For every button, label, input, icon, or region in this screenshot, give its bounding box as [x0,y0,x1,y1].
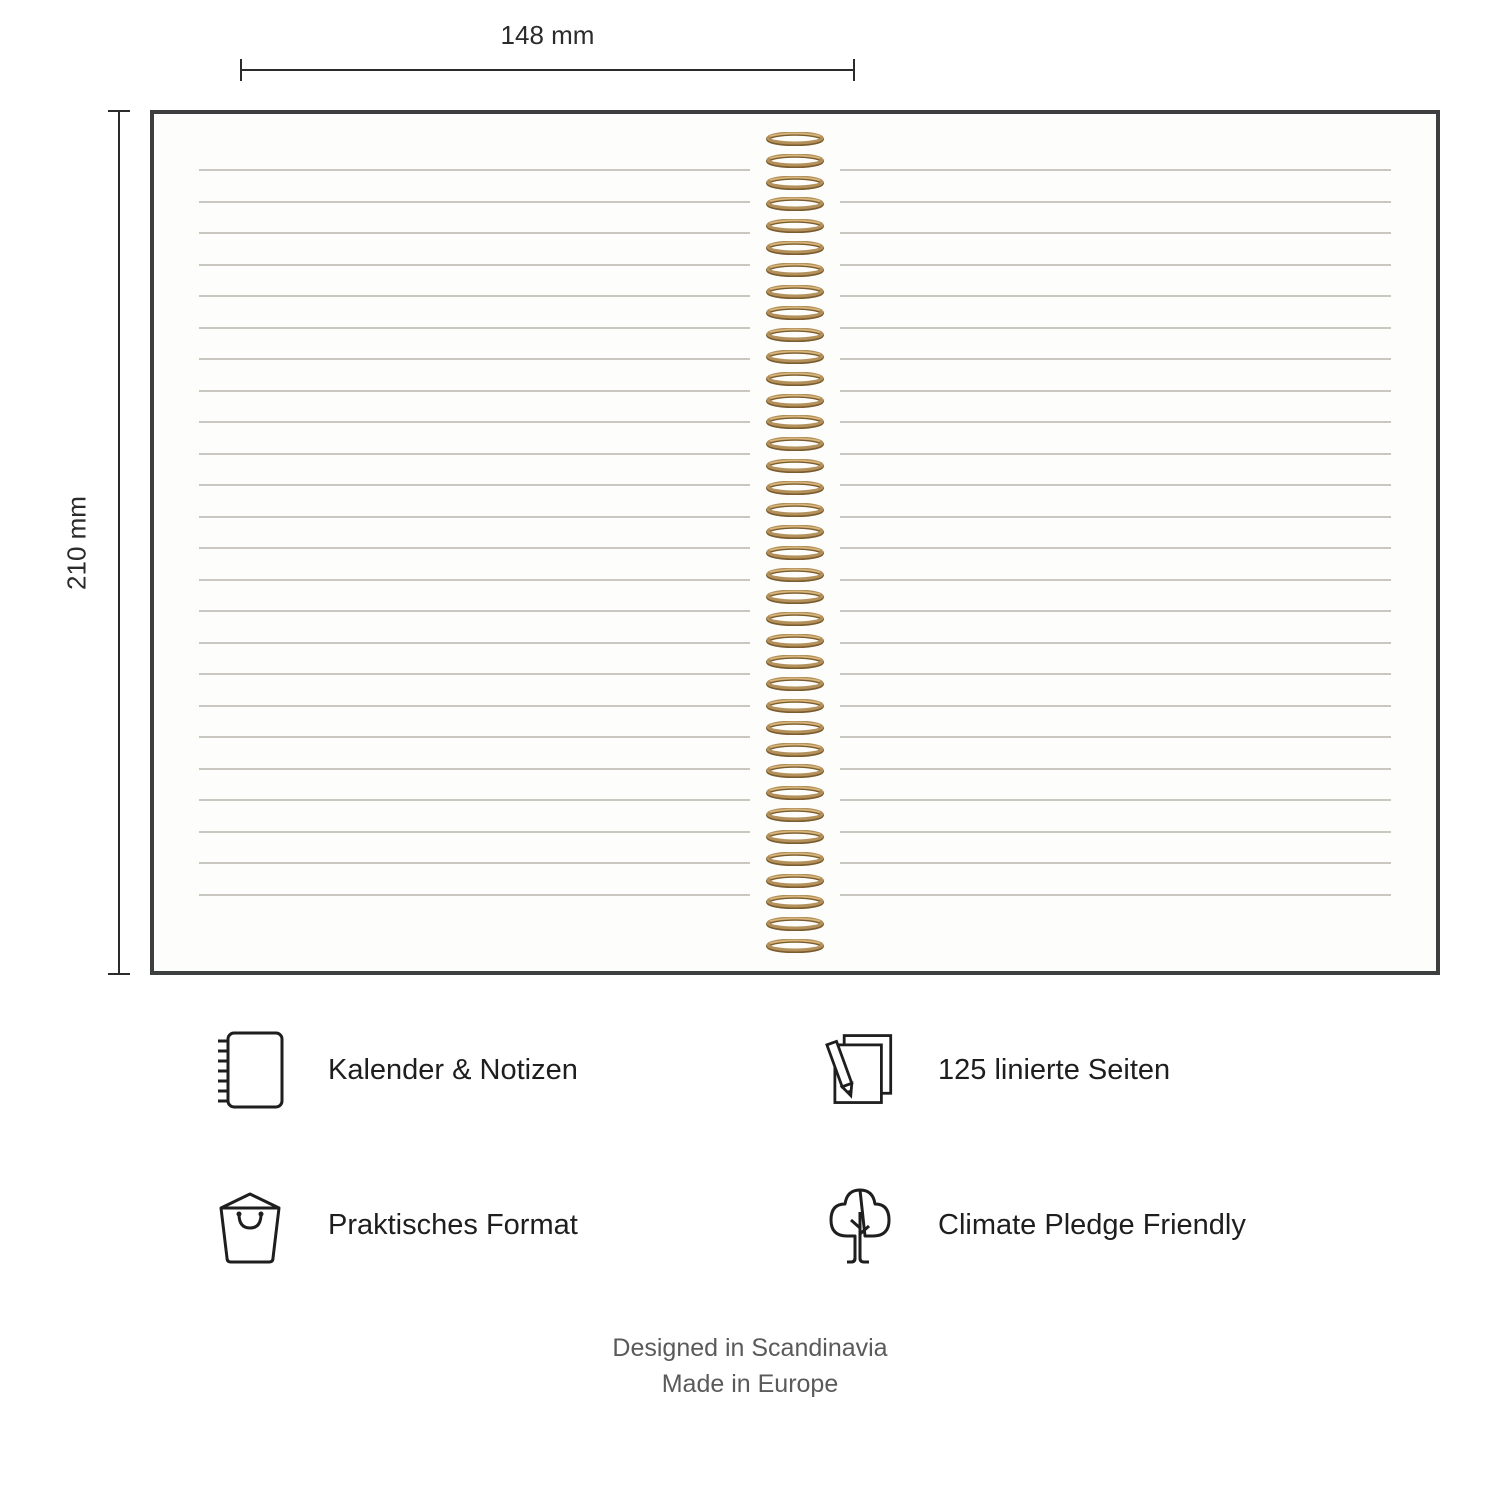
dimension-height-line [108,110,130,975]
footer-line-1: Designed in Scandinavia [60,1330,1440,1366]
footer-text: Designed in Scandinavia Made in Europe [60,1330,1440,1403]
dimension-width-label: 148 mm [240,20,855,51]
feature-label: Praktisches Format [328,1209,578,1242]
bag-icon [210,1185,290,1265]
feature-climate-pledge: Climate Pledge Friendly [820,1185,1370,1265]
dimension-height: 210 mm [60,110,130,975]
dimension-width-line [240,59,855,81]
tree-icon [820,1185,900,1265]
feature-label: Kalender & Notizen [328,1054,578,1087]
dimension-width: 148 mm [240,20,855,90]
feature-label: 125 linierte Seiten [938,1054,1170,1087]
features-grid: Kalender & Notizen 125 linierte Seiten [210,1030,1370,1265]
notebook-page-left [150,110,795,975]
feature-lined-pages: 125 linierte Seiten [820,1030,1370,1110]
notebook-page-right [795,110,1440,975]
notebook-icon [210,1030,290,1110]
feature-label: Climate Pledge Friendly [938,1209,1246,1242]
dimension-height-label: 210 mm [61,496,92,590]
feature-calendar-notes: Kalender & Notizen [210,1030,760,1110]
footer-line-2: Made in Europe [60,1366,1440,1402]
notebook-spiral [765,110,825,975]
notebook-open [150,110,1440,975]
pages-pencil-icon [820,1030,900,1110]
feature-practical-format: Praktisches Format [210,1185,760,1265]
